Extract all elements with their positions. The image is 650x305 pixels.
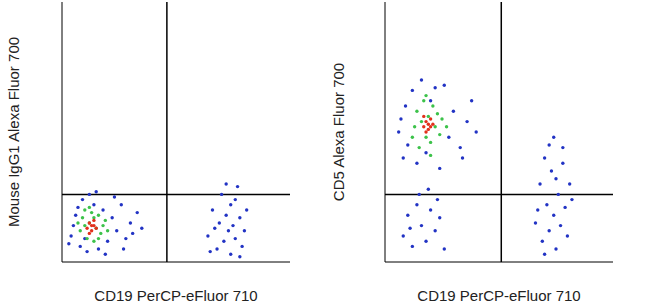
svg-text:CD19 PerCP-eFluor 710: CD19 PerCP-eFluor 710 [417,287,580,304]
svg-text:CD5 Alexa Fluor 700: CD5 Alexa Fluor 700 [330,63,347,201]
svg-text:CD19 PerCP-eFluor 710: CD19 PerCP-eFluor 710 [94,287,257,304]
svg-text:Mouse IgG1 Alexa Fluor 700: Mouse IgG1 Alexa Fluor 700 [8,37,22,227]
